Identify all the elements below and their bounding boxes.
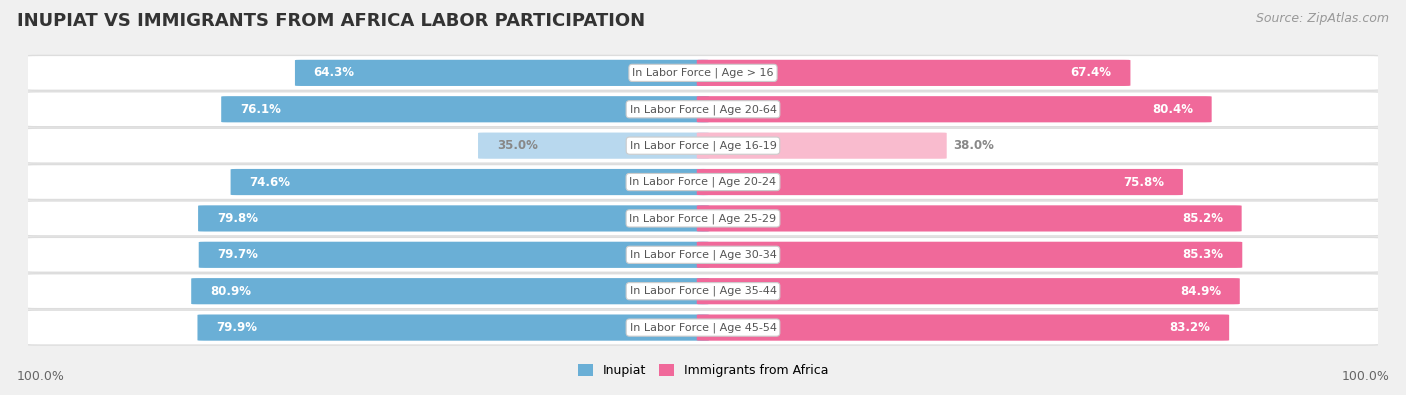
Text: 84.9%: 84.9% [1180,285,1220,298]
Text: 35.0%: 35.0% [496,139,537,152]
FancyBboxPatch shape [697,278,1240,304]
FancyBboxPatch shape [198,242,709,268]
Text: 85.2%: 85.2% [1182,212,1223,225]
Text: 80.9%: 80.9% [209,285,250,298]
FancyBboxPatch shape [697,133,946,159]
FancyBboxPatch shape [22,274,1384,308]
FancyBboxPatch shape [198,205,709,231]
Text: 100.0%: 100.0% [1341,370,1389,383]
Text: 85.3%: 85.3% [1182,248,1223,261]
Text: In Labor Force | Age 30-34: In Labor Force | Age 30-34 [630,250,776,260]
Text: 64.3%: 64.3% [314,66,354,79]
FancyBboxPatch shape [22,310,1384,345]
FancyBboxPatch shape [22,165,1384,199]
FancyBboxPatch shape [697,205,1241,231]
FancyBboxPatch shape [231,169,709,195]
Text: In Labor Force | Age 25-29: In Labor Force | Age 25-29 [630,213,776,224]
Text: 83.2%: 83.2% [1170,321,1211,334]
FancyBboxPatch shape [22,201,1384,236]
Text: In Labor Force | Age 20-64: In Labor Force | Age 20-64 [630,104,776,115]
FancyBboxPatch shape [22,92,1384,127]
Text: In Labor Force | Age 35-44: In Labor Force | Age 35-44 [630,286,776,297]
Text: 79.9%: 79.9% [217,321,257,334]
Text: In Labor Force | Age 20-24: In Labor Force | Age 20-24 [630,177,776,187]
Legend: Inupiat, Immigrants from Africa: Inupiat, Immigrants from Africa [578,364,828,377]
FancyBboxPatch shape [197,314,709,340]
Text: 79.8%: 79.8% [217,212,257,225]
Text: INUPIAT VS IMMIGRANTS FROM AFRICA LABOR PARTICIPATION: INUPIAT VS IMMIGRANTS FROM AFRICA LABOR … [17,12,645,30]
FancyBboxPatch shape [697,169,1182,195]
FancyBboxPatch shape [697,242,1243,268]
Text: 79.7%: 79.7% [218,248,259,261]
Text: 80.4%: 80.4% [1152,103,1192,116]
Text: Source: ZipAtlas.com: Source: ZipAtlas.com [1256,12,1389,25]
FancyBboxPatch shape [697,314,1229,340]
Text: 67.4%: 67.4% [1071,66,1112,79]
Text: In Labor Force | Age 16-19: In Labor Force | Age 16-19 [630,140,776,151]
FancyBboxPatch shape [295,60,709,86]
Text: 100.0%: 100.0% [17,370,65,383]
FancyBboxPatch shape [697,60,1130,86]
FancyBboxPatch shape [478,133,709,159]
Text: 74.6%: 74.6% [249,175,290,188]
Text: 76.1%: 76.1% [240,103,281,116]
Text: In Labor Force | Age 45-54: In Labor Force | Age 45-54 [630,322,776,333]
FancyBboxPatch shape [22,128,1384,163]
Text: In Labor Force | Age > 16: In Labor Force | Age > 16 [633,68,773,78]
Text: 38.0%: 38.0% [953,139,994,152]
FancyBboxPatch shape [22,55,1384,90]
FancyBboxPatch shape [22,237,1384,272]
FancyBboxPatch shape [191,278,709,304]
FancyBboxPatch shape [221,96,709,122]
FancyBboxPatch shape [697,96,1212,122]
Text: 75.8%: 75.8% [1123,175,1164,188]
